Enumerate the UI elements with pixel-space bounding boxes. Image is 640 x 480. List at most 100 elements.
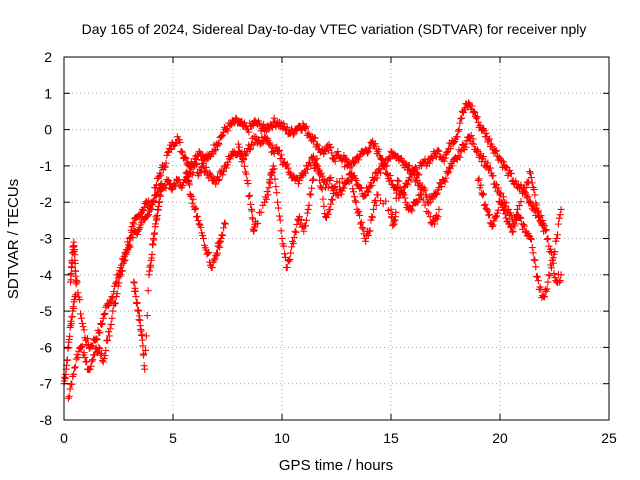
data-point-interp (473, 113, 481, 121)
data-point-interp (285, 257, 293, 265)
data-point-interp (356, 211, 364, 219)
data-point-interp (556, 277, 564, 285)
data-point-interp (92, 335, 100, 343)
data-point-interp (528, 179, 536, 187)
data-point-interp (120, 257, 128, 265)
data-point-interp (142, 332, 150, 340)
data-point (370, 205, 378, 213)
data-point-interp (167, 185, 175, 193)
data-point-interp (247, 145, 255, 153)
data-point-interp (328, 195, 336, 203)
data-point-interp (453, 133, 461, 141)
data-point (527, 235, 535, 242)
data-point-interp (144, 211, 152, 219)
data-point-interp (547, 245, 555, 253)
data-point-interp (302, 216, 310, 224)
data-point (387, 205, 395, 213)
data-point-interp (306, 190, 314, 198)
data-point-interp (214, 139, 222, 147)
data-point-interp (355, 207, 363, 215)
data-point-interp (166, 180, 174, 188)
data-point-interp (292, 228, 300, 236)
data-point-interp (434, 213, 442, 221)
data-point-interp (329, 189, 337, 197)
data-point (182, 155, 190, 163)
data-point-interp (543, 235, 551, 243)
data-point-interp (87, 362, 95, 370)
data-point-interp (327, 143, 335, 151)
data-point (474, 118, 482, 126)
data-point-interp (280, 242, 288, 250)
data-point-interp (142, 346, 150, 354)
data-point-interp (303, 165, 311, 173)
data-point-interp (212, 145, 220, 153)
data-point-interp (114, 282, 122, 290)
data-point-interp (63, 356, 71, 364)
data-point (104, 336, 112, 344)
data-point-interp (369, 213, 377, 221)
data-point (121, 256, 129, 264)
data-point (474, 176, 482, 184)
data-point-interp (271, 175, 279, 183)
data-point-interp (96, 328, 104, 336)
data-point-interp (429, 195, 437, 203)
data-point (141, 365, 149, 373)
data-point (448, 162, 456, 170)
data-point-interp (421, 186, 429, 194)
data-point (452, 155, 460, 163)
data-point-interp (192, 159, 200, 167)
data-point-interp (350, 188, 358, 196)
data-point-interp (538, 221, 546, 229)
data-point-interp (68, 380, 76, 388)
data-point-interp (135, 306, 143, 314)
data-point-interp (305, 201, 313, 209)
data-point (304, 205, 312, 213)
data-point-interp (275, 204, 283, 212)
data-point (147, 205, 155, 213)
data-point (540, 227, 548, 235)
data-point-interp (194, 217, 202, 225)
data-point-interp (147, 263, 155, 271)
data-point-interp (375, 145, 383, 153)
data-point-interp (520, 222, 528, 230)
data-point-interp (248, 207, 256, 215)
data-point-interp (366, 144, 374, 152)
data-point-interp (186, 181, 194, 189)
data-point-interp (536, 217, 544, 225)
data-point-interp (80, 326, 88, 334)
y-tick-label: 2 (44, 49, 52, 65)
data-point-interp (331, 157, 339, 165)
data-point (500, 205, 508, 213)
data-point-interp (373, 174, 381, 182)
data-point-interp (202, 156, 210, 164)
data-point-interp (218, 166, 226, 174)
data-point-interp (458, 114, 466, 122)
data-point-interp (283, 263, 291, 271)
data-point-interp (517, 198, 525, 206)
data-point (77, 343, 85, 351)
data-point-interp (511, 222, 519, 230)
data-point-interp (493, 212, 501, 220)
data-point-interp (283, 160, 291, 168)
data-point-interp (554, 220, 562, 228)
data-point (431, 220, 439, 228)
data-point-interp (205, 248, 213, 256)
data-point-interp (170, 181, 178, 189)
data-point-interp (71, 363, 79, 371)
data-point (374, 191, 382, 199)
data-point-interp (431, 190, 439, 198)
data-point-interp (363, 187, 371, 195)
data-point-interp (368, 181, 376, 189)
data-point-interp (314, 141, 322, 149)
data-point-interp (540, 293, 548, 301)
data-point-interp (89, 356, 97, 364)
x-tick-label: 10 (274, 430, 290, 446)
data-point (544, 278, 552, 286)
data-point (513, 205, 521, 213)
data-point-interp (316, 171, 324, 179)
data-point-interp (71, 259, 79, 267)
data-point-interp (101, 351, 109, 359)
data-point-interp (481, 200, 489, 208)
data-point-interp (262, 195, 270, 203)
data-point-interp (334, 148, 342, 156)
